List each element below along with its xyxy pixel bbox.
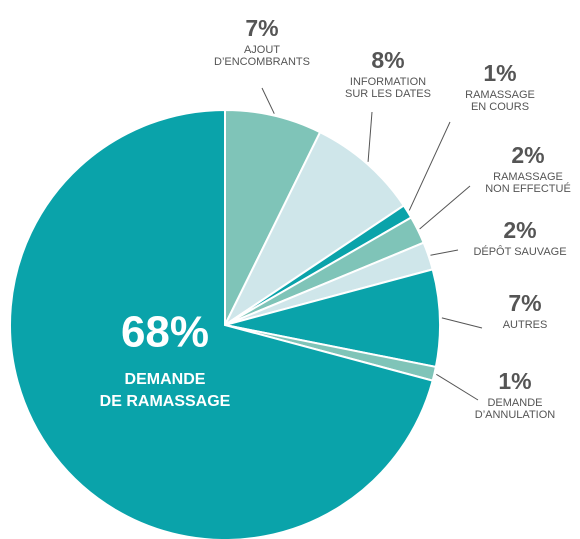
slice-percent: 68% [121, 308, 209, 357]
slice-label: AJOUT [244, 44, 280, 56]
slice-label: D’ANNULATION [475, 409, 556, 421]
slice-percent: 2% [511, 142, 544, 168]
slice-percent: 8% [371, 47, 404, 73]
slice-label: EN COURS [471, 101, 529, 113]
pie-slice [222, 130, 406, 328]
slice-label: NON EFFECTUÉ [485, 182, 571, 195]
pie-slice [9, 108, 434, 539]
slice-percent: 2% [503, 217, 536, 243]
slice-label: D’ENCOMBRANTS [214, 56, 310, 68]
slice-label: DÉPÔT SAUVAGE [473, 245, 566, 258]
leader-line [261, 87, 275, 114]
leader-line [419, 185, 471, 230]
slice-label: RAMASSAGE [465, 89, 535, 101]
slice-label: DE RAMASSAGE [100, 393, 231, 410]
leader-line [367, 111, 373, 162]
leader-line [436, 373, 479, 401]
pie-slice [224, 108, 322, 326]
slice-label: SUR LES DATES [345, 88, 431, 100]
slice-label: DEMANDE [487, 397, 542, 409]
slice-label: RAMASSAGE [493, 171, 563, 183]
slice-percent: 7% [508, 290, 541, 316]
leader-line [408, 121, 451, 211]
leader-line [441, 317, 483, 329]
slice-percent: 1% [498, 368, 531, 394]
slice-percent: 1% [483, 60, 516, 86]
slice-label: INFORMATION [350, 76, 426, 88]
slice-label: DEMANDE [125, 371, 206, 388]
slice-percent: 7% [245, 15, 278, 41]
leader-line [430, 249, 459, 256]
pie-slice [224, 268, 441, 369]
slice-label: AUTRES [503, 319, 548, 331]
